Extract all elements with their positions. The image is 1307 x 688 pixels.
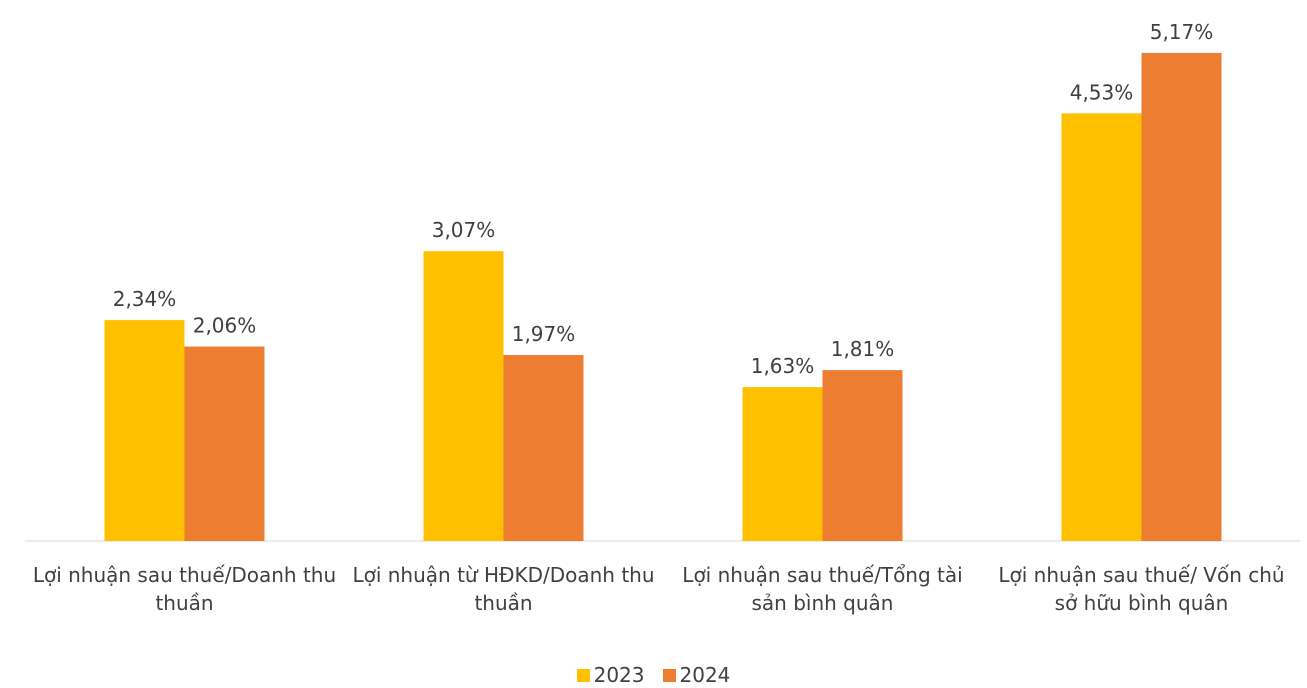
data-label: 2,34%: [113, 287, 177, 311]
legend-item: 2024: [662, 663, 731, 687]
legend-swatch: [662, 668, 676, 682]
legend-item: 2023: [576, 663, 645, 687]
bar: [1141, 52, 1222, 542]
x-tick-label: Lợi nhuận sau thuế/Doanh thu thuần: [32, 563, 337, 615]
x-tick-label: Lợi nhuận từ HĐKD/Doanh thu thuần: [352, 563, 655, 615]
data-label: 2,06%: [193, 314, 257, 338]
legend-label: 2024: [679, 663, 731, 687]
legend-swatch: [576, 668, 590, 682]
bar: [184, 346, 265, 541]
data-label: 5,17%: [1150, 20, 1214, 44]
bar: [742, 387, 823, 541]
legend: 2023 2024: [0, 663, 1307, 687]
data-label: 3,07%: [432, 218, 496, 242]
bar: [1061, 113, 1142, 542]
data-label: 1,63%: [751, 354, 815, 378]
bar: [503, 355, 584, 541]
data-label: 1,81%: [831, 337, 895, 361]
data-label: 1,97%: [512, 322, 576, 346]
bar: [822, 370, 903, 541]
bar: [423, 251, 504, 541]
x-tick-label: Lợi nhuận sau thuế/ Vốn chủ sở hữu bình …: [998, 563, 1285, 615]
bar: [104, 320, 185, 541]
x-tick-label: Lợi nhuận sau thuế/Tổng tài sản bình quâ…: [682, 563, 963, 615]
legend-label: 2023: [593, 663, 645, 687]
data-label: 4,53%: [1070, 80, 1134, 104]
